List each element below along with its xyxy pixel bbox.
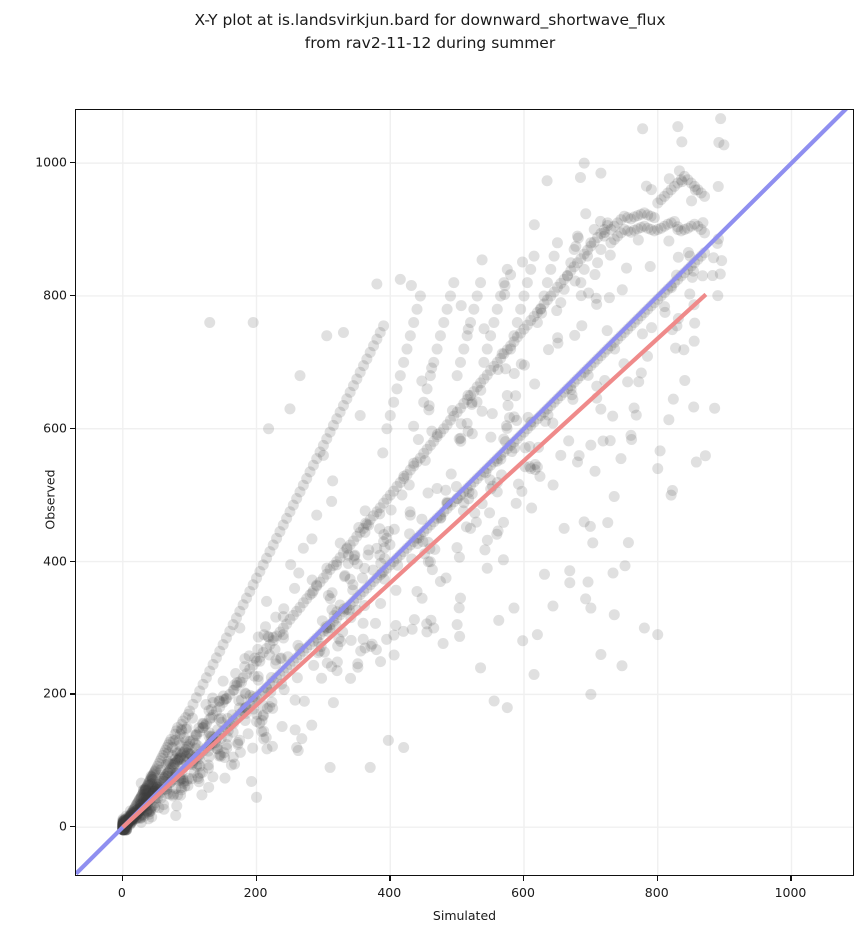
y-tick-label: 1000	[35, 154, 67, 170]
x-tick-label: 1000	[774, 885, 807, 900]
y-tick-mark	[70, 693, 75, 695]
gridlines	[76, 110, 853, 875]
y-tick-mark	[70, 427, 75, 430]
y-tick-label: 400	[43, 553, 67, 569]
chart-title: X-Y plot at is.landsvirkjun.bard for dow…	[194, 11, 666, 52]
y-tick-label: 600	[43, 420, 67, 436]
y-tick-label: 0	[59, 818, 67, 834]
one-to-one-line-line	[76, 110, 848, 875]
scatter-points	[117, 113, 730, 836]
y-tick-mark	[70, 826, 75, 828]
fit-lines	[76, 110, 848, 875]
x-tick-mark	[121, 876, 124, 881]
x-tick-label: 200	[243, 885, 268, 900]
plot-canvas	[76, 110, 853, 875]
y-tick-label: 200	[43, 685, 67, 701]
plot-area	[75, 109, 854, 876]
x-axis-label: Simulated	[432, 908, 497, 923]
y-tick-mark	[70, 560, 75, 562]
x-tick-mark	[790, 876, 792, 881]
x-tick-mark	[656, 876, 659, 881]
y-tick-mark	[70, 162, 75, 164]
x-tick-label: 600	[511, 885, 535, 900]
y-tick-mark	[70, 294, 75, 297]
regression-line-line	[121, 292, 708, 829]
x-tick-label: 800	[644, 885, 669, 900]
x-tick-label: 400	[377, 885, 402, 900]
y-tick-label: 800	[43, 287, 67, 303]
x-tick-mark	[523, 876, 525, 881]
x-tick-mark	[389, 876, 391, 881]
y-axis-label: Observed	[42, 469, 58, 530]
x-tick-mark	[255, 876, 257, 881]
x-tick-label: 0	[117, 885, 126, 900]
